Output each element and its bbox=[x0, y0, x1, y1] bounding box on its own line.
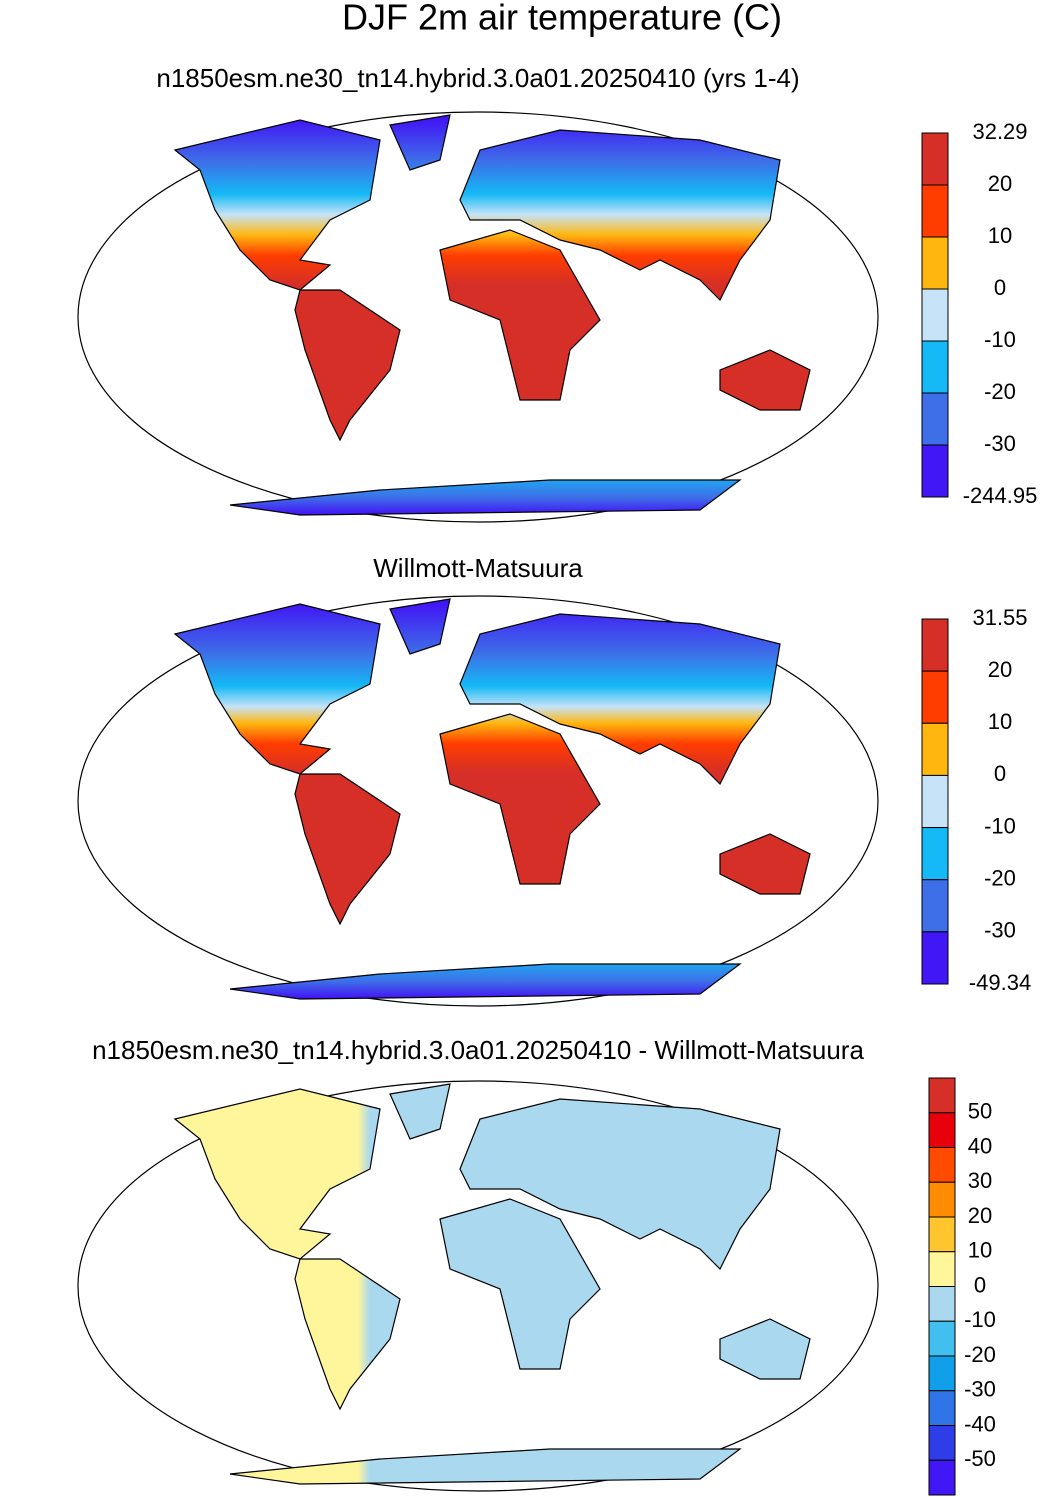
panel-subtitle: n1850esm.ne30_tn14.hybrid.3.0a01.2025041… bbox=[156, 63, 799, 93]
colorbar-label: 20 bbox=[988, 657, 1012, 682]
colorbar-label: 31.55 bbox=[972, 605, 1027, 630]
colorbar-label: -10 bbox=[964, 1307, 996, 1332]
colorbar-label: 50 bbox=[968, 1099, 992, 1124]
colorbar-box bbox=[928, 1147, 956, 1183]
colorbar-label: -20 bbox=[964, 1342, 996, 1367]
colorbar-box bbox=[928, 1251, 956, 1287]
colorbar-box bbox=[921, 184, 949, 238]
coastline bbox=[389, 1083, 451, 1140]
panel-subtitle: n1850esm.ne30_tn14.hybrid.3.0a01.2025041… bbox=[92, 1035, 864, 1065]
colorbar-box bbox=[921, 236, 949, 290]
coastline bbox=[719, 349, 811, 411]
colorbar-label: -40 bbox=[964, 1411, 996, 1436]
colorbar-label: -50 bbox=[964, 1446, 996, 1471]
colorbar-box bbox=[921, 288, 949, 342]
coastline bbox=[439, 1198, 601, 1370]
colorbar-label: -10 bbox=[984, 327, 1016, 352]
coastline bbox=[459, 1098, 781, 1271]
colorbar-box bbox=[928, 1459, 956, 1496]
colorbar-label: 32.29 bbox=[972, 119, 1027, 144]
colorbar-box bbox=[921, 392, 949, 446]
colorbar-label: 40 bbox=[968, 1133, 992, 1158]
colorbar-box bbox=[928, 1181, 956, 1218]
coastline bbox=[173, 1088, 381, 1260]
figure-title: DJF 2m air temperature (C) bbox=[342, 0, 782, 38]
colorbar-box bbox=[921, 670, 949, 724]
colorbar-box bbox=[921, 827, 949, 881]
colorbar-label: 0 bbox=[994, 275, 1006, 300]
colorbar-box bbox=[921, 722, 949, 776]
colorbar-box bbox=[928, 1390, 956, 1426]
colorbar-label: -244.95 bbox=[963, 483, 1038, 508]
coastline bbox=[173, 603, 381, 775]
colorbar-box bbox=[928, 1355, 956, 1392]
colorbar-box bbox=[921, 444, 949, 498]
colorbar-label: 10 bbox=[968, 1238, 992, 1263]
map bbox=[77, 1080, 879, 1492]
panel-subtitle: Willmott-Matsuura bbox=[373, 553, 583, 583]
colorbar-box bbox=[928, 1077, 956, 1114]
colorbar-box bbox=[928, 1320, 956, 1357]
map bbox=[77, 595, 879, 1007]
coastline bbox=[389, 598, 451, 655]
colorbar-label: -30 bbox=[984, 431, 1016, 456]
colorbar-box bbox=[921, 879, 949, 933]
colorbar-label: 10 bbox=[988, 709, 1012, 734]
colorbar-box bbox=[928, 1112, 956, 1148]
colorbar-label: 20 bbox=[988, 171, 1012, 196]
coastline bbox=[389, 114, 451, 171]
colorbar-label: 10 bbox=[988, 223, 1012, 248]
coastline bbox=[229, 1448, 742, 1485]
colorbar-label: 30 bbox=[968, 1168, 992, 1193]
colorbar-label: -49.34 bbox=[969, 970, 1031, 995]
coastline bbox=[459, 129, 781, 302]
coastline bbox=[439, 229, 601, 401]
coastline bbox=[459, 613, 781, 786]
colorbar-label: -10 bbox=[984, 813, 1016, 838]
colorbar-box bbox=[928, 1216, 956, 1253]
map bbox=[77, 111, 879, 523]
colorbar-box bbox=[921, 132, 949, 186]
colorbar-label: 0 bbox=[974, 1272, 986, 1297]
colorbar-label: -20 bbox=[984, 379, 1016, 404]
coastline bbox=[173, 119, 381, 291]
colorbar-box bbox=[921, 340, 949, 394]
coastline bbox=[229, 963, 742, 1000]
colorbar-label: 20 bbox=[968, 1203, 992, 1228]
coastline bbox=[719, 833, 811, 895]
colorbar-box bbox=[921, 931, 949, 985]
coastline bbox=[229, 479, 742, 516]
coastline bbox=[294, 289, 401, 442]
coastline bbox=[439, 713, 601, 885]
colorbar-label: -30 bbox=[964, 1377, 996, 1402]
colorbar-box bbox=[921, 618, 949, 672]
colorbar-label: -30 bbox=[984, 918, 1016, 943]
coastline bbox=[294, 773, 401, 926]
colorbar-label: -20 bbox=[984, 866, 1016, 891]
coastline bbox=[294, 1258, 401, 1411]
colorbar-box bbox=[921, 774, 949, 829]
coastline bbox=[719, 1318, 811, 1380]
colorbar-box bbox=[928, 1425, 956, 1461]
colorbar-label: 0 bbox=[994, 761, 1006, 786]
colorbar-box bbox=[928, 1286, 956, 1322]
